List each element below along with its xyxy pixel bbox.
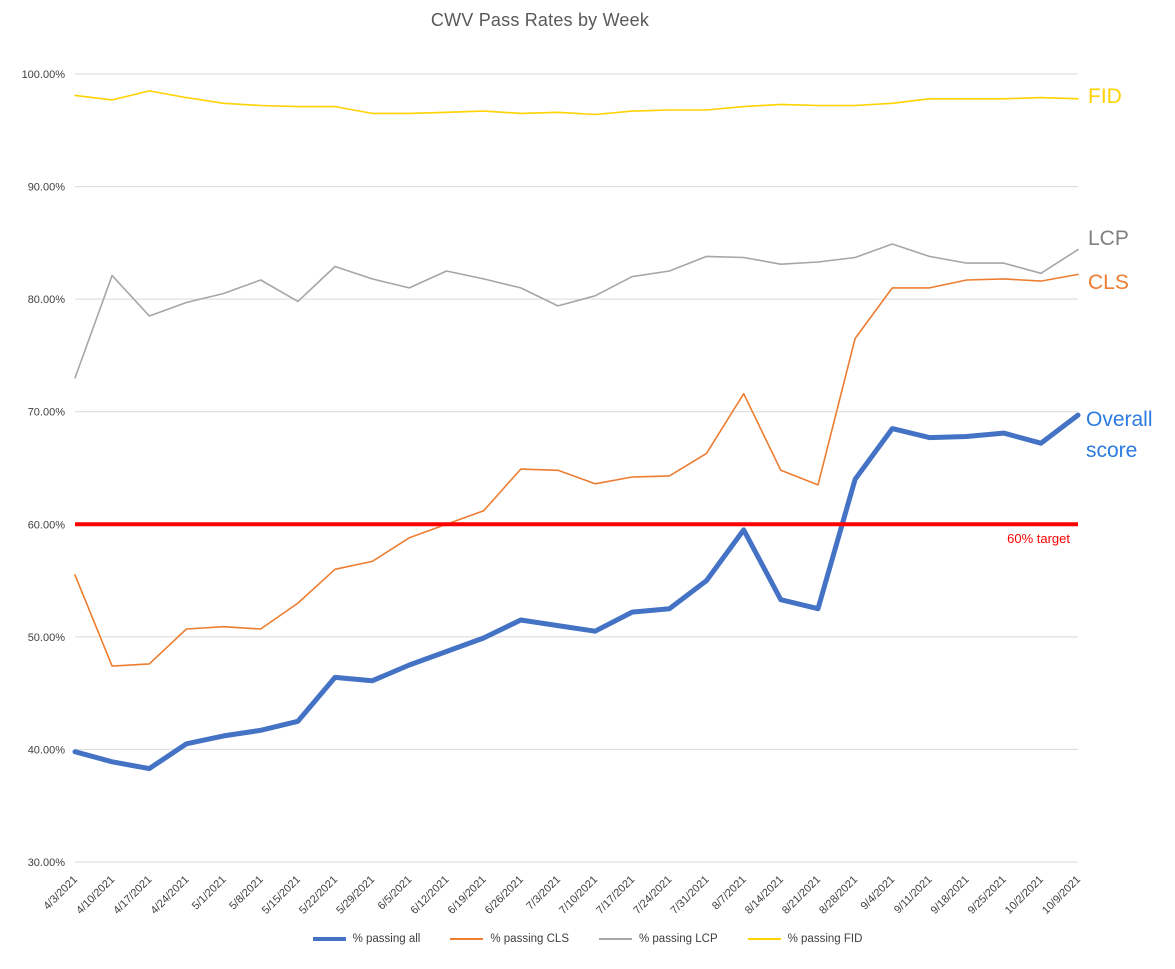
svg-text:30.00%: 30.00% [28,857,66,869]
svg-text:7/24/2021: 7/24/2021 [631,874,674,917]
svg-text:10/9/2021: 10/9/2021 [1040,874,1083,917]
legend-swatch-passing-lcp [598,938,632,940]
svg-text:7/31/2021: 7/31/2021 [669,874,712,917]
svg-text:80.00%: 80.00% [28,294,66,306]
series-label-fid: FID [1088,85,1122,108]
legend-item-passing-all: % passing all [312,933,421,945]
svg-text:5/29/2021: 5/29/2021 [334,874,377,917]
legend-swatch-passing-cls [450,938,484,940]
svg-text:7/17/2021: 7/17/2021 [594,874,637,917]
series-label-cls: CLS [1088,271,1129,294]
svg-text:10/2/2021: 10/2/2021 [1003,874,1046,917]
svg-text:8/28/2021: 8/28/2021 [817,874,860,917]
svg-text:5/8/2021: 5/8/2021 [227,874,266,913]
svg-text:8/21/2021: 8/21/2021 [780,874,823,917]
svg-text:5/15/2021: 5/15/2021 [260,874,303,917]
svg-text:7/10/2021: 7/10/2021 [557,874,600,917]
svg-text:60.00%: 60.00% [28,519,66,531]
legend-item-passing-cls: % passing CLS [450,933,569,945]
target-line-label: 60% target [1007,531,1070,546]
legend-swatch-passing-all [312,937,346,941]
svg-text:100.00%: 100.00% [22,69,66,81]
svg-text:6/26/2021: 6/26/2021 [483,874,526,917]
svg-text:4/24/2021: 4/24/2021 [148,874,191,917]
svg-text:7/3/2021: 7/3/2021 [524,874,563,913]
legend-label-passing-fid: % passing FID [787,933,863,945]
svg-text:90.00%: 90.00% [28,182,66,194]
legend-item-passing-lcp: % passing LCP [598,933,718,945]
legend-label-passing-cls: % passing CLS [490,933,569,945]
svg-text:4/10/2021: 4/10/2021 [74,874,117,917]
svg-text:6/12/2021: 6/12/2021 [409,874,452,917]
series-label-lcp: LCP [1088,227,1129,250]
chart-title: CWV Pass Rates by Week [430,10,650,30]
svg-text:5/1/2021: 5/1/2021 [190,874,229,913]
svg-text:9/4/2021: 9/4/2021 [859,874,898,913]
svg-text:6/5/2021: 6/5/2021 [376,874,415,913]
legend-item-passing-fid: % passing FID [747,933,863,945]
svg-text:50.00%: 50.00% [28,632,66,644]
legend-swatch-passing-fid [747,938,781,940]
svg-text:6/19/2021: 6/19/2021 [446,874,489,917]
svg-text:40.00%: 40.00% [28,744,66,756]
series-label-overall-score: Overall score [1086,408,1153,462]
legend-label-passing-all: % passing all [352,933,421,945]
svg-text:9/25/2021: 9/25/2021 [966,874,1009,917]
svg-text:8/7/2021: 8/7/2021 [710,874,749,913]
svg-text:5/22/2021: 5/22/2021 [297,874,340,917]
svg-text:4/17/2021: 4/17/2021 [111,874,154,917]
svg-text:8/14/2021: 8/14/2021 [743,874,786,917]
svg-text:70.00%: 70.00% [28,407,66,419]
legend-label-passing-lcp: % passing LCP [638,933,718,945]
svg-text:9/11/2021: 9/11/2021 [892,874,935,917]
svg-text:9/18/2021: 9/18/2021 [929,874,972,917]
chart-legend: % passing all % passing CLS % passing LC… [0,933,1175,945]
svg-text:4/3/2021: 4/3/2021 [41,874,80,913]
